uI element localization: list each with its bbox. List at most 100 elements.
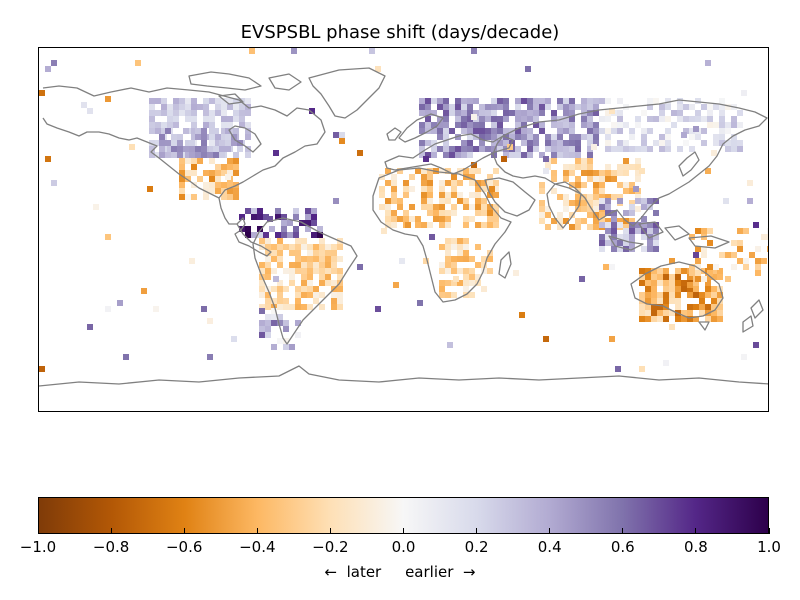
phase-shift-cell xyxy=(421,222,427,228)
phase-shift-cell xyxy=(391,198,397,204)
phase-shift-cell xyxy=(651,280,657,286)
phase-shift-cell xyxy=(719,128,725,134)
phase-shift-cell xyxy=(701,246,707,252)
phase-shift-cell xyxy=(587,170,593,176)
phase-shift-cell xyxy=(551,218,557,224)
phase-shift-cell xyxy=(487,192,493,198)
phase-shift-cell xyxy=(233,158,239,164)
phase-shift-cell xyxy=(289,250,295,256)
phase-shift-cell xyxy=(683,116,689,122)
phase-shift-cell xyxy=(391,192,397,198)
phase-shift-cell xyxy=(623,140,629,146)
phase-shift-cell xyxy=(191,104,197,110)
phase-shift-cell xyxy=(215,104,221,110)
phase-shift-cell xyxy=(189,140,195,146)
colorbar-tick-mark xyxy=(37,528,39,534)
phase-shift-cell xyxy=(493,204,499,210)
phase-shift-cell xyxy=(593,176,599,182)
phase-shift-cell xyxy=(467,110,473,116)
phase-shift-cell xyxy=(177,152,183,158)
phase-shift-cell xyxy=(265,304,271,310)
phase-shift-cell xyxy=(599,116,605,122)
phase-shift-cell xyxy=(611,122,617,128)
phase-shift-cell xyxy=(641,128,647,134)
phase-shift-cell xyxy=(563,110,569,116)
phase-shift-cell xyxy=(575,224,581,230)
phase-shift-cell xyxy=(683,104,689,110)
phase-shift-cell xyxy=(533,140,539,146)
phase-shift-cell xyxy=(421,168,427,174)
phase-shift-cell xyxy=(463,168,469,174)
phase-shift-cell xyxy=(629,210,635,216)
phase-shift-cell xyxy=(313,286,319,292)
phase-shift-cell xyxy=(485,146,491,152)
phase-shift-cell xyxy=(469,216,475,222)
phase-shift-cell xyxy=(179,182,185,188)
phase-shift-cell xyxy=(599,194,605,200)
phase-shift-cell xyxy=(439,216,445,222)
colorbar-tick-label: 0.2 xyxy=(464,538,489,556)
phase-shift-cell xyxy=(641,234,647,240)
phase-shift-cell xyxy=(203,182,209,188)
phase-shift-cell xyxy=(419,146,425,152)
phase-shift-cell xyxy=(301,262,307,268)
phase-shift-cell xyxy=(331,256,337,262)
phase-shift-cell xyxy=(239,122,245,128)
phase-shift-cell xyxy=(731,240,737,246)
phase-shift-cell xyxy=(737,258,743,264)
phase-shift-cell xyxy=(569,110,575,116)
phase-shift-cell xyxy=(319,280,325,286)
phase-shift-cell xyxy=(277,250,283,256)
phase-shift-cell xyxy=(475,210,481,216)
phase-shift-cell xyxy=(463,216,469,222)
phase-shift-cell xyxy=(457,268,463,274)
phase-shift-cell xyxy=(713,104,719,110)
phase-shift-cell xyxy=(623,122,629,128)
phase-shift-cell xyxy=(331,262,337,268)
phase-shift-cell xyxy=(717,292,723,298)
phase-shift-cell xyxy=(617,234,623,240)
phase-shift-cell xyxy=(239,214,245,220)
phase-shift-cell xyxy=(557,212,563,218)
phase-shift-cell xyxy=(569,122,575,128)
phase-shift-cell xyxy=(39,366,45,372)
phase-shift-cell xyxy=(209,182,215,188)
phase-shift-cell xyxy=(545,104,551,110)
phase-shift-cell xyxy=(337,304,343,310)
phase-shift-cell xyxy=(445,262,451,268)
phase-shift-cell xyxy=(687,316,693,322)
phase-shift-cell xyxy=(605,128,611,134)
phase-shift-cell xyxy=(587,152,593,158)
phase-shift-cell xyxy=(651,292,657,298)
phase-shift-cell xyxy=(403,186,409,192)
phase-shift-cell xyxy=(215,188,221,194)
phase-shift-cell xyxy=(231,336,237,342)
phase-shift-cell xyxy=(719,122,725,128)
phase-shift-cell xyxy=(651,316,657,322)
phase-shift-cell xyxy=(313,250,319,256)
phase-shift-cell xyxy=(569,212,575,218)
phase-shift-cell xyxy=(337,256,343,262)
phase-shift-cell xyxy=(201,152,207,158)
phase-shift-cell xyxy=(599,246,605,252)
phase-shift-cell xyxy=(403,192,409,198)
phase-shift-cell xyxy=(277,286,283,292)
phase-shift-cell xyxy=(265,238,271,244)
phase-shift-cell xyxy=(287,220,293,226)
phase-shift-cell xyxy=(653,140,659,146)
phase-shift-cell xyxy=(491,122,497,128)
phase-shift-cell xyxy=(707,116,713,122)
phase-shift-cell xyxy=(271,250,277,256)
phase-shift-cell xyxy=(501,156,507,162)
phase-shift-cell xyxy=(309,108,315,114)
phase-shift-cell xyxy=(233,170,239,176)
phase-shift-cell xyxy=(439,198,445,204)
phase-shift-cell xyxy=(237,146,243,152)
phase-shift-cell xyxy=(705,60,711,66)
phase-shift-cell xyxy=(741,354,747,360)
phase-shift-cell xyxy=(639,304,645,310)
phase-shift-cell xyxy=(213,146,219,152)
phase-shift-cell xyxy=(681,132,687,138)
phase-shift-cell xyxy=(291,48,297,54)
phase-shift-cell xyxy=(551,170,557,176)
